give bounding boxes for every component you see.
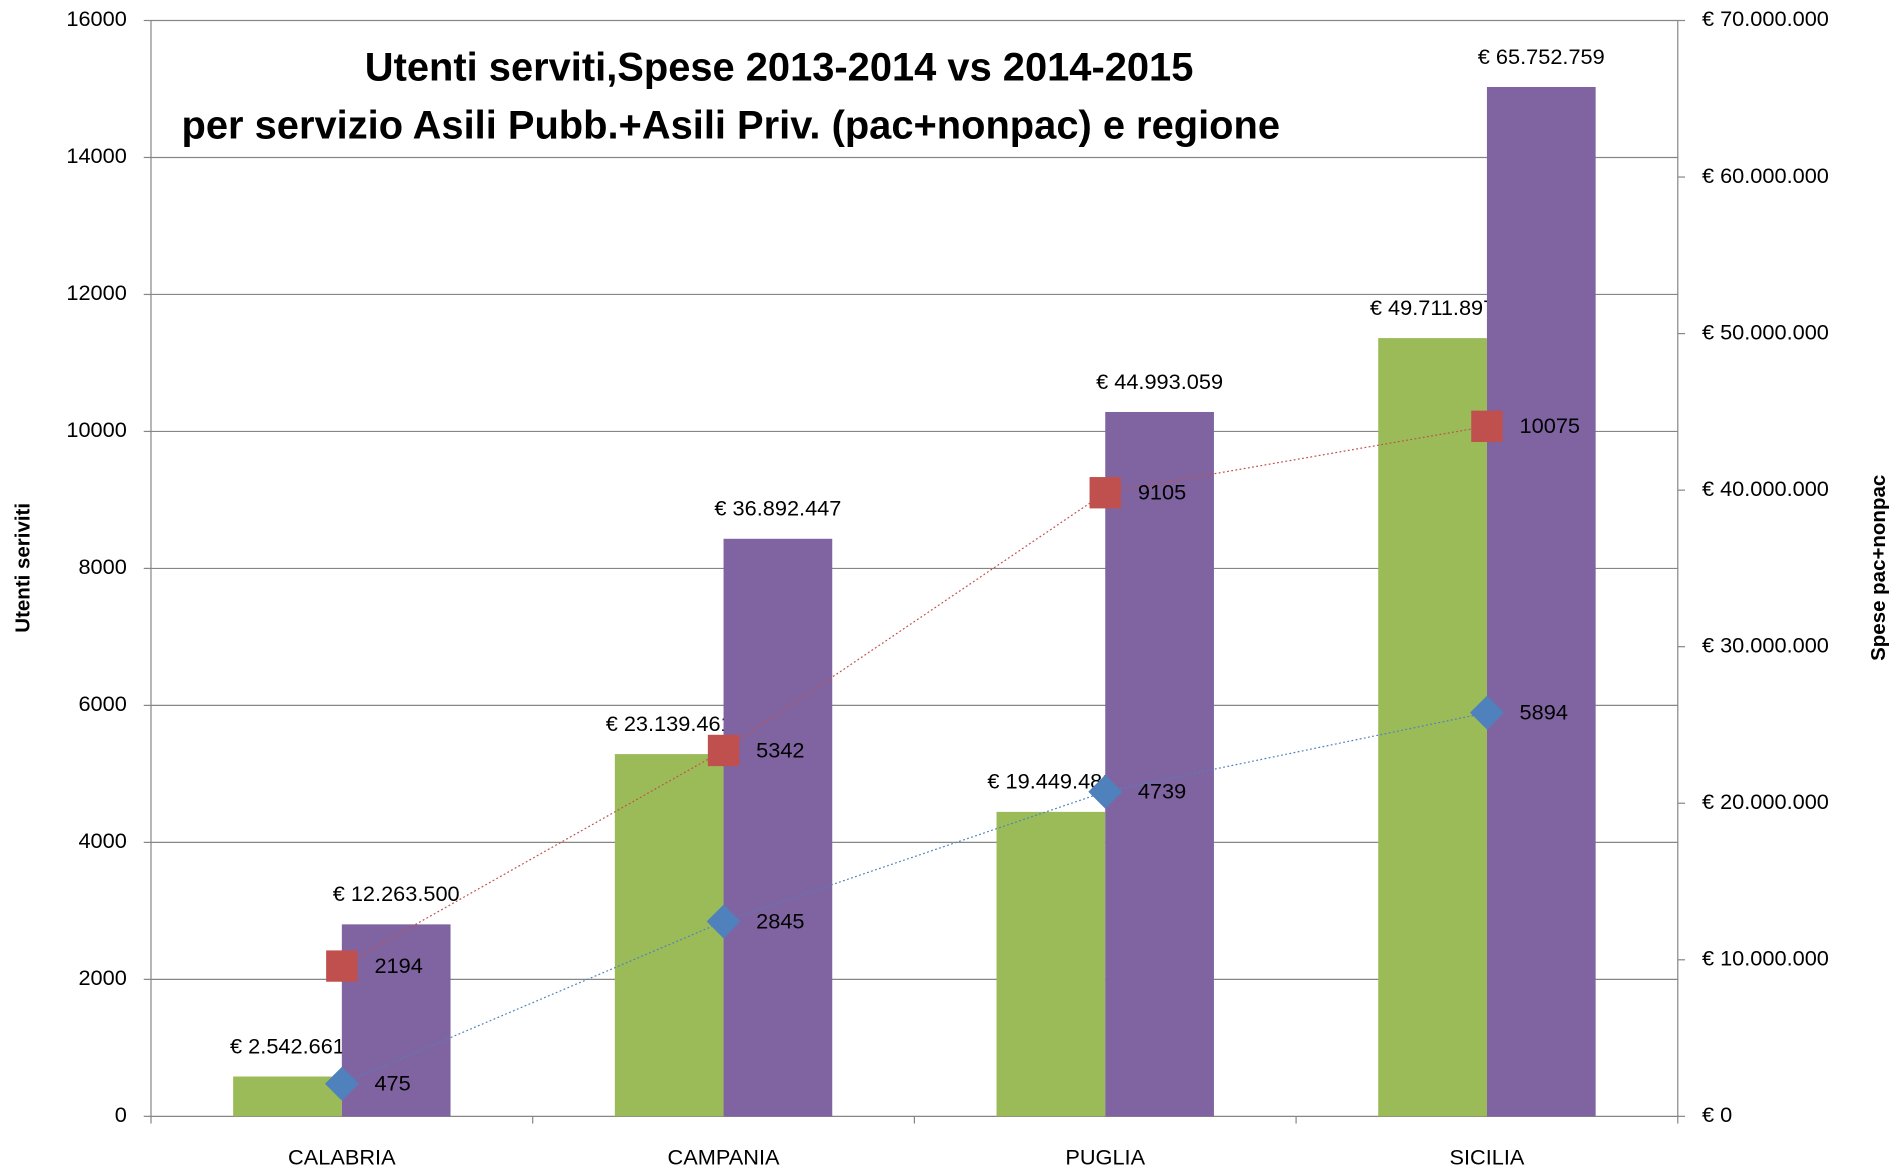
x-tick-label: CAMPANIA (668, 1144, 780, 1169)
data-label: 5342 (756, 737, 804, 762)
x-tick-label: CALABRIA (288, 1144, 396, 1169)
chart-title: per servizio Asili Pubb.+Asili Priv. (pa… (182, 103, 1280, 147)
y2-tick-label: € 30.000.000 (1702, 632, 1829, 657)
line (341, 425, 1488, 967)
bar (996, 811, 1106, 1117)
data-label: 10075 (1520, 413, 1580, 438)
marker (326, 950, 358, 982)
data-label: € 65.752.759 (1478, 44, 1605, 69)
marker (706, 904, 741, 939)
data-label: € 12.263.500 (333, 881, 460, 906)
y2-tick-label: € 70.000.000 (1702, 6, 1829, 31)
y-tick-label: 14000 (66, 143, 126, 168)
bar (1378, 338, 1487, 1117)
data-label: 4739 (1138, 779, 1186, 804)
marker (324, 1066, 359, 1101)
data-label: € 44.993.059 (1096, 369, 1223, 394)
marker (1471, 410, 1503, 442)
y-axis-title: Utenti seriviti (12, 503, 35, 633)
x-tick-label: PUGLIA (1065, 1144, 1145, 1169)
y-tick-label: 0 (115, 1102, 127, 1127)
y-tick-label: 2000 (78, 965, 126, 990)
y-tick-label: 4000 (78, 828, 126, 853)
data-label: 475 (374, 1071, 410, 1096)
y-tick-label: 12000 (66, 280, 126, 305)
y-tick-label: 8000 (78, 554, 126, 579)
y2-tick-label: € 50.000.000 (1702, 319, 1829, 344)
data-label: € 2.542.661 (230, 1033, 345, 1058)
bar (341, 924, 451, 1117)
line (341, 712, 1488, 1085)
data-label: 9105 (1138, 480, 1186, 505)
bar (233, 1076, 342, 1117)
x-tick-label: SICILIA (1449, 1144, 1524, 1169)
data-label: 5894 (1520, 700, 1568, 725)
y-tick-label: 10000 (66, 417, 126, 442)
y2-tick-label: € 20.000.000 (1702, 789, 1829, 814)
y2-tick-label: € 40.000.000 (1702, 476, 1829, 501)
y2-tick-label: € 60.000.000 (1702, 163, 1829, 188)
bar (723, 538, 833, 1117)
data-label: € 49.711.897 (1370, 295, 1495, 320)
bar (1105, 411, 1214, 1117)
y2-tick-label: € 10.000.000 (1702, 946, 1829, 971)
data-label: € 23.139.461 (606, 711, 733, 736)
y-tick-label: 16000 (66, 6, 126, 31)
marker (707, 734, 740, 767)
data-label: 2194 (374, 953, 422, 978)
chart-title: Utenti serviti,Spese 2013-2014 vs 2014-2… (365, 45, 1194, 89)
bar (614, 754, 724, 1117)
marker (1089, 477, 1121, 509)
y-tick-label: 6000 (78, 691, 126, 716)
y2-axis-title: Spese pac+nonpac (1867, 475, 1890, 661)
bar (1486, 86, 1596, 1117)
data-label: € 36.892.447 (714, 496, 841, 521)
y2-tick-label: € 0 (1702, 1102, 1732, 1127)
data-label: 2845 (756, 908, 804, 933)
